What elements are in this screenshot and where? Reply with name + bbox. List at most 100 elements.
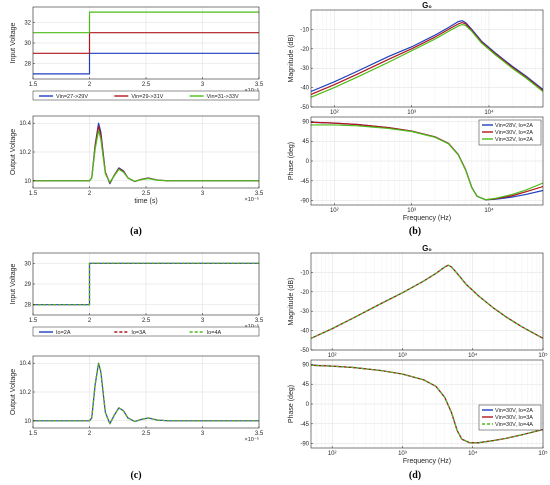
y-tick-label: 0 [306,402,310,408]
legend-label: Vin=29->31V [131,94,163,100]
y-axis-label: Magnitude (dB) [288,35,295,83]
chart-d2: 10² 10³ 10⁴ 10⁵ -90 -45 0 45 90 Phase (deg) Freque… [288,359,548,465]
series-line-2 [33,32,259,54]
y-axis-label: Output Voltage [10,129,17,175]
y-tick-label: 28 [24,62,31,68]
chart-title: G₀ [422,1,432,10]
caption-c: (c) [130,470,141,481]
legend-label: Vin=30V, Io=2A [495,408,533,414]
y-tick-label: 10.2 [19,390,31,396]
caption-a: (a) [130,226,142,237]
y-tick-label: -90 [300,199,309,205]
x-tick-label: 10² [328,451,337,457]
y-tick-label: 45 [302,382,309,388]
x-tick-label: 10² [330,110,339,116]
chart-b2: 10² 10³ 10⁴ -90 -45 0 45 90 Phase (deg) Frequency… [288,116,544,222]
y-tick-label: -90 [300,442,309,448]
plot-area [311,253,543,350]
series-line-3 [311,364,543,444]
series-line-3 [33,362,259,425]
x-tick-label: 3.5 [255,82,264,88]
x-tick-label: 3 [201,431,205,437]
chart-b1: 10² 10³ 10⁴ -50 -40 -30 -20 -10 Magnitude (dB) G₀ [288,1,544,116]
x-tick-label: 10² [328,353,337,359]
y-axis-label: Phase (deg) [288,142,295,180]
y-tick-label: 10 [24,419,31,425]
y-axis-label: Magnitude (dB) [288,278,295,326]
x-tick-label: 10⁴ [484,207,494,214]
x-axis-label: time (s) [134,198,157,205]
legend-box [32,326,260,337]
x-tick-label: 3 [201,191,205,197]
x-tick-label: 1.5 [29,318,38,324]
x-tick-label: 1.5 [29,82,38,88]
x-tick-label: 2.5 [142,191,151,197]
y-tick-label: 10.4 [19,361,31,367]
legend-label: Io=4A [207,330,222,336]
x-exponent-label: ×10⁻⁵ [244,323,259,330]
x-tick-label: 10³ [398,353,407,359]
legend-label: Vin=27->29V [56,94,88,100]
y-tick-label: 30 [24,261,31,267]
y-axis-label: Input Voltage [10,263,17,304]
y-tick-label: 29 [24,282,31,288]
chart-a1: 1.5 2 2.5 3 3.5 28 30 32 ×10⁻⁵ Input Voltage Vin=2… [10,6,264,101]
x-tick-label: 1.5 [29,431,38,437]
chart-c2: 1.5 2 2.5 3 3.5 10 10.2 10.4 ×10⁻⁵ Output Voltage [10,355,264,443]
y-tick-label: 32 [24,20,31,26]
y-tick-label: 45 [302,139,309,145]
axes-frame [310,252,544,351]
x-tick-label: 2.5 [142,431,151,437]
series-line-1 [311,20,543,93]
legend-label: Io=3A [131,330,146,336]
y-tick-label: -30 [300,309,309,315]
x-tick-label: 3.5 [255,191,264,197]
chart-title: G₀ [422,244,432,253]
x-tick-label: 3 [201,318,205,324]
y-tick-label: 10 [24,179,31,185]
series-line-3 [311,23,543,98]
y-tick-label: -20 [300,47,309,53]
series-line-2 [311,22,543,95]
x-axis-label: Frequency (Hz) [403,215,451,222]
legend: Vin=27->29V Vin=29->31V Vin=31->33V [32,90,260,101]
legend-label: Vin=30V, Io=3A [495,415,533,421]
x-tick-label: 2 [88,431,92,437]
x-exponent-label: ×10⁻⁵ [244,87,259,94]
y-tick-label: 10.2 [19,150,31,156]
y-tick-label: -50 [300,348,309,354]
chart-c1: 1.5 2 2.5 3 3.5 28 29 30 ×10⁻⁵ Input Voltage Io=2A… [10,252,264,337]
y-tick-label: -30 [300,66,309,72]
legend-label: Vin=31->33V [207,94,239,100]
x-tick-label: 3.5 [255,431,264,437]
legend-box [32,90,260,101]
y-tick-label: -20 [300,290,309,296]
y-tick-label: 90 [302,119,309,125]
series-line-3 [33,262,259,306]
y-tick-label: -50 [300,105,309,111]
chart-a2: 1.5 2 2.5 3 3.5 10 10.2 10.4 ×10⁻⁵ Output Voltage… [10,115,264,205]
series-line-3 [33,11,259,34]
x-exponent-label: ×10⁻⁵ [244,196,259,203]
caption-d: (d) [409,470,421,481]
y-tick-label: 30 [24,41,31,47]
chart-d1: 10² 10³ 10⁴ 10⁵ -50 -40 -30 -20 -10 Magnitude (dB… [288,244,548,359]
x-exponent-label: ×10⁻⁵ [244,436,259,443]
x-tick-label: 3.5 [255,318,264,324]
x-tick-label: 10⁵ [538,352,548,359]
y-tick-label: -45 [300,179,309,185]
x-tick-label: 10² [330,208,339,214]
series-line-3 [311,124,543,201]
y-tick-label: -40 [300,86,309,92]
y-tick-label: 90 [302,362,309,368]
x-tick-label: 2 [88,318,92,324]
x-tick-label: 10³ [407,208,416,214]
y-tick-label: 28 [24,303,31,309]
plot-area [311,10,543,107]
y-tick-label: -45 [300,422,309,428]
series-line-3 [33,129,259,183]
series-line-1 [33,52,259,75]
